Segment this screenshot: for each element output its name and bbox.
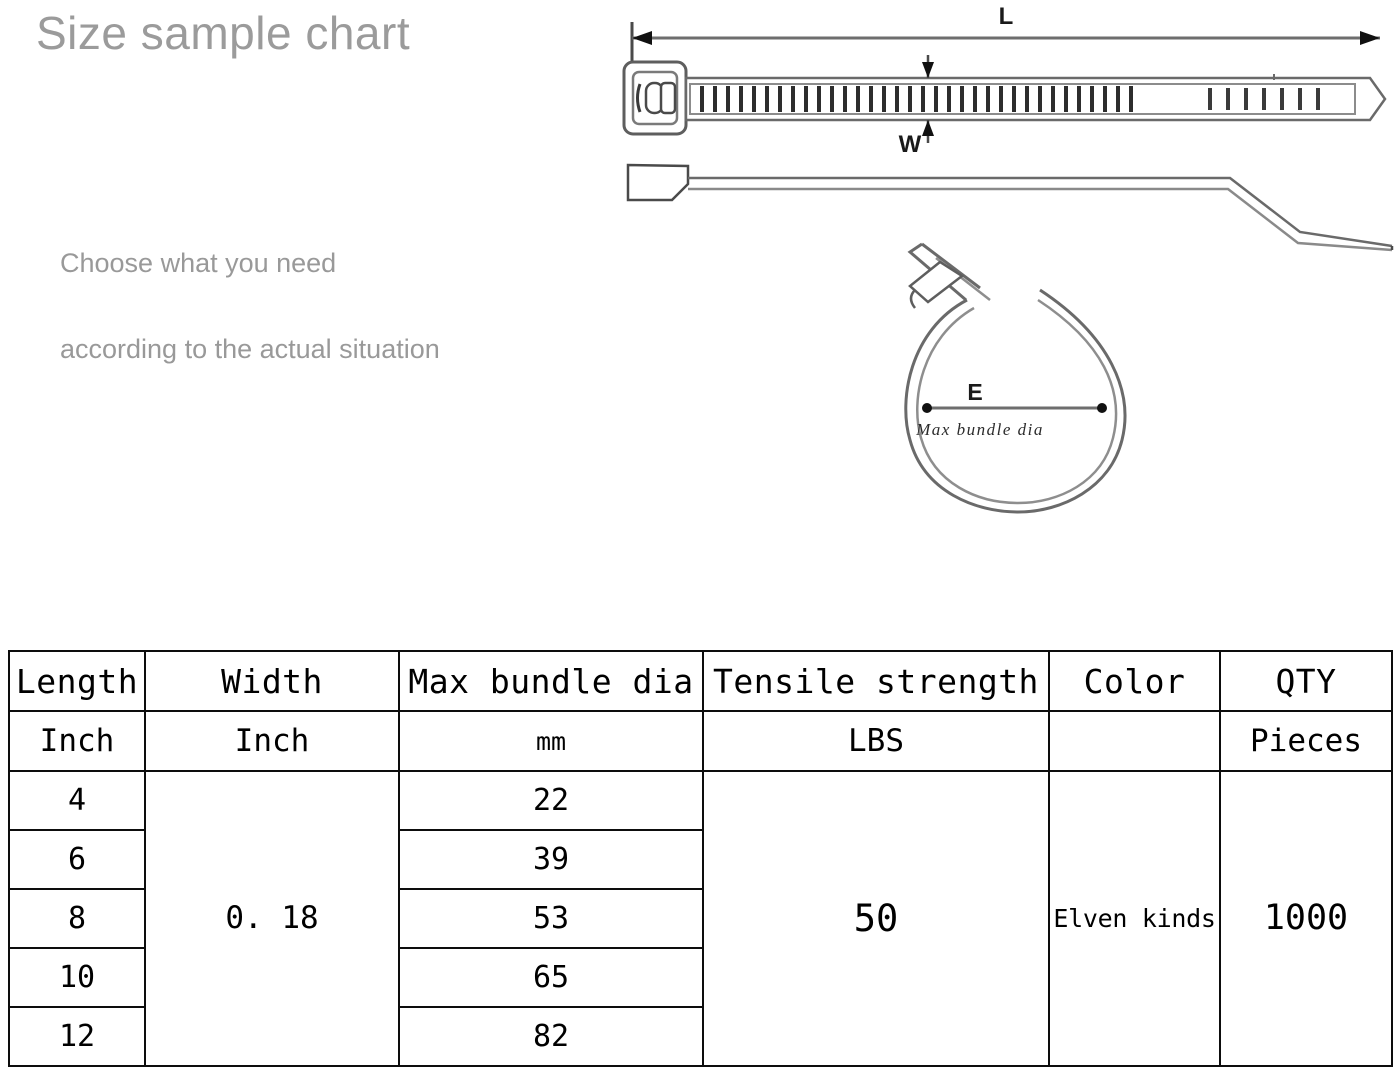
cell-qty-merged: 1000 — [1219, 770, 1393, 1067]
cell-length: 10 — [8, 947, 146, 1008]
cell-length: 4 — [8, 770, 146, 831]
header-qty: QTY — [1219, 650, 1393, 712]
cell-bundle-dia: 53 — [398, 888, 704, 949]
length-label: L — [999, 3, 1014, 30]
unit-max-bundle-dia: mm — [398, 710, 704, 772]
unit-width: Inch — [144, 710, 400, 772]
unit-tensile-strength: LBS — [702, 710, 1050, 772]
size-spec-table: Length Width Max bundle dia Tensile stre… — [8, 650, 1393, 1067]
table-row: 12 82 — [8, 1006, 1392, 1067]
bundle-dimension-group — [922, 403, 1107, 413]
bundle-label: E — [967, 379, 982, 405]
page-title: Size sample chart — [36, 7, 411, 59]
cable-tie-diagrams: L W E Max bundle dia — [610, 0, 1399, 520]
header-length: Length — [8, 650, 146, 712]
cable-tie-straight-icon — [622, 60, 1387, 136]
bundle-caption: Max bundle dia — [915, 420, 1044, 439]
subtitle-line-2: according to the actual situation — [60, 334, 440, 364]
cell-length: 8 — [8, 888, 146, 949]
cell-width-merged: 0. 18 — [144, 770, 400, 1067]
cell-color-merged: Elven kinds — [1048, 770, 1221, 1067]
table-row: 10 65 — [8, 947, 1392, 1008]
header-color: Color — [1048, 650, 1221, 712]
length-dimension-group — [630, 22, 1380, 62]
header-max-bundle-dia: Max bundle dia — [398, 650, 704, 712]
table-header-row: Length Width Max bundle dia Tensile stre… — [8, 650, 1393, 712]
cable-tie-loop-icon — [904, 242, 1127, 514]
cell-length: 12 — [8, 1006, 146, 1067]
table-row: 4 0. 18 22 50 Elven kinds 1000 — [8, 770, 1393, 1067]
subtitle-line-1: Choose what you need — [60, 248, 337, 278]
table-row: 6 39 — [8, 829, 1392, 890]
cable-tie-angled-icon — [626, 163, 1394, 252]
table-units-row: Inch Inch mm LBS Pieces — [8, 710, 1393, 772]
cell-bundle-dia: 65 — [398, 947, 704, 1008]
header-width: Width — [144, 650, 400, 712]
unit-qty: Pieces — [1219, 710, 1393, 772]
cell-bundle-dia: 22 — [398, 770, 704, 831]
cell-bundle-dia: 82 — [398, 1006, 704, 1067]
width-label: W — [899, 131, 922, 158]
table-row: 8 53 — [8, 888, 1392, 949]
width-dimension-group — [922, 55, 934, 143]
unit-length: Inch — [8, 710, 146, 772]
cell-tensile-merged: 50 — [702, 770, 1050, 1067]
unit-color — [1048, 710, 1221, 772]
cell-bundle-dia: 39 — [398, 829, 704, 890]
header-tensile-strength: Tensile strength — [702, 650, 1050, 712]
cell-length: 6 — [8, 829, 146, 890]
